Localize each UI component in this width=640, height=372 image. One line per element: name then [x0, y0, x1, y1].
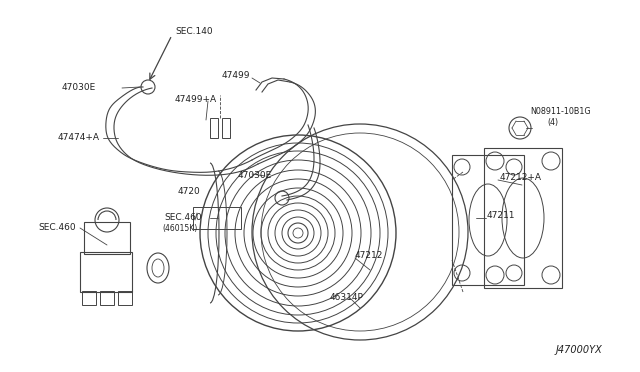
Bar [118, 291, 132, 305]
Bar [82, 291, 96, 305]
Text: J47000YX: J47000YX [556, 345, 603, 355]
Bar [452, 155, 524, 285]
Text: 46314P: 46314P [330, 294, 364, 302]
Text: 47499: 47499 [222, 71, 250, 80]
Text: 47212: 47212 [355, 250, 383, 260]
Text: SEC.460: SEC.460 [164, 214, 202, 222]
Text: 47030E: 47030E [62, 83, 96, 93]
Text: 47212+A: 47212+A [500, 173, 542, 183]
Bar [210, 118, 218, 138]
Bar [100, 291, 114, 305]
Text: 47474+A: 47474+A [58, 134, 100, 142]
Text: 47211: 47211 [487, 211, 515, 219]
Text: (4): (4) [547, 118, 558, 126]
Text: 47499+A: 47499+A [175, 96, 217, 105]
Text: (46015K): (46015K) [162, 224, 197, 232]
Text: N08911-10B1G: N08911-10B1G [530, 108, 591, 116]
Bar [484, 148, 562, 288]
Bar [222, 118, 230, 138]
Bar [193, 207, 241, 229]
Text: 4720: 4720 [178, 187, 201, 196]
Text: 47030E: 47030E [238, 170, 272, 180]
Bar [84, 222, 130, 254]
Text: SEC.460: SEC.460 [38, 224, 76, 232]
Bar [80, 252, 132, 292]
Text: SEC.140: SEC.140 [175, 28, 212, 36]
